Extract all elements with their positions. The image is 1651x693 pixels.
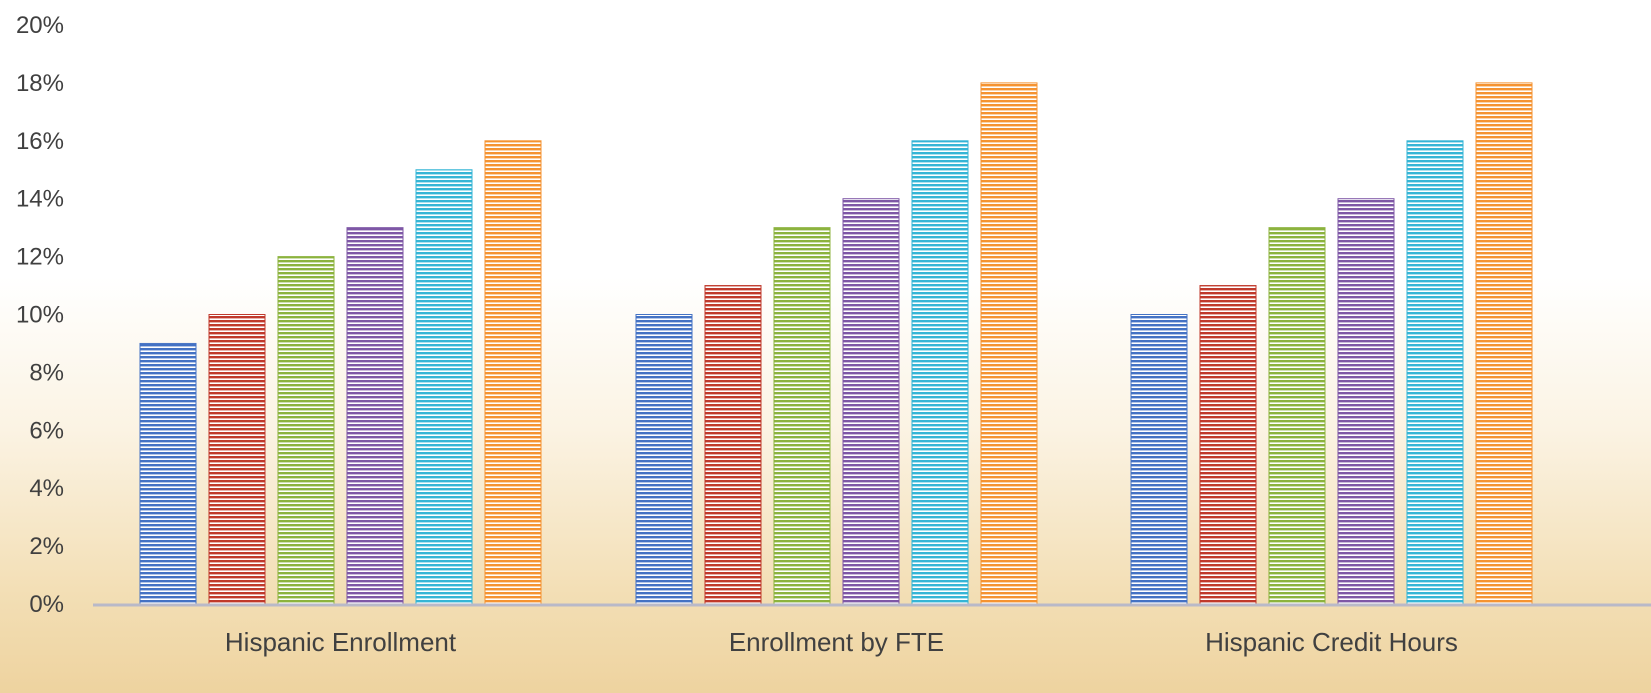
bar [1337,198,1395,605]
y-axis-ticks: 0% 2% 4% 6% 8% 10% 12% 14% 16% 18% 20% [16,12,64,618]
bar [911,140,969,605]
bar [208,314,266,605]
y-tick-label: 2% [29,533,64,560]
bar [139,342,197,605]
bar [484,140,542,605]
y-tick-label: 12% [16,244,64,271]
x-tick-label: Hispanic Credit Hours [1205,627,1458,657]
bar [635,314,693,605]
bar [1475,82,1533,605]
bar [1268,227,1326,605]
x-axis-labels: Hispanic Enrollment Enrollment by FTE Hisp… [225,627,1458,657]
bar [346,227,404,605]
y-tick-label: 8% [29,359,64,386]
bars [139,82,1533,605]
y-tick-label: 6% [29,417,64,444]
y-tick-label: 20% [16,12,64,39]
y-tick-label: 18% [16,70,64,97]
x-tick-label: Hispanic Enrollment [225,627,457,657]
y-tick-label: 10% [16,302,64,329]
bar [704,285,762,605]
bar [1130,314,1188,605]
bar [773,227,831,605]
y-tick-label: 4% [29,475,64,502]
bar [980,82,1038,605]
y-tick-label: 16% [16,128,64,155]
x-tick-label: Enrollment by FTE [729,627,944,657]
bar [842,198,900,605]
bar [1406,140,1464,605]
bar [415,169,473,605]
y-tick-label: 0% [29,591,64,618]
bar [277,256,335,605]
bar [1199,285,1257,605]
y-tick-label: 14% [16,186,64,213]
